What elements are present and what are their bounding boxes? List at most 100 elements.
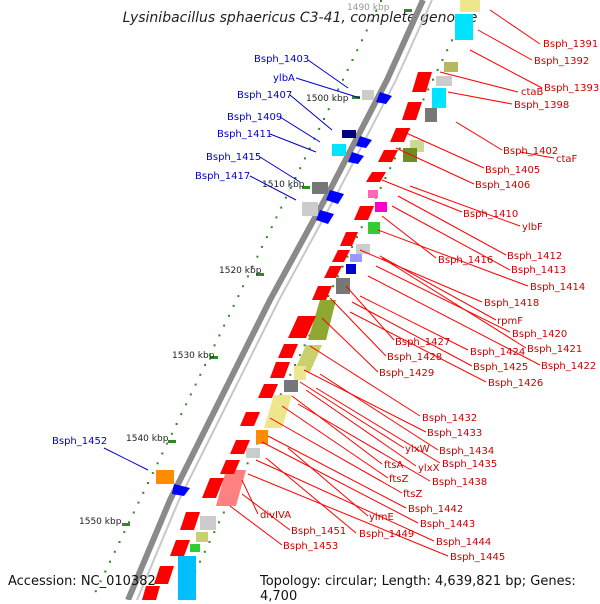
gene-label-bsph-1413[interactable]: Bsph_1413	[511, 265, 566, 276]
gene-label-bsph-1416[interactable]: Bsph_1416	[438, 255, 493, 266]
kbp-label-1530: 1530 kbp	[172, 351, 215, 361]
leader-line	[403, 131, 485, 169]
leader-line	[489, 9, 541, 45]
ruler-dot	[432, 78, 434, 81]
gene-label-bsph-1402[interactable]: Bsph_1402	[503, 146, 558, 157]
gene-block	[178, 556, 196, 600]
gene-block	[425, 108, 437, 122]
gene-label-bsph-1409[interactable]: Bsph_1409	[227, 112, 282, 123]
gene-label-ylbf[interactable]: ylbF	[522, 222, 543, 233]
gene-arrow	[348, 152, 364, 164]
gene-label-ylxx[interactable]: ylxX	[418, 463, 440, 474]
ruler-dot	[351, 59, 354, 61]
ruler-dot	[342, 78, 344, 81]
leader-line	[391, 205, 511, 271]
gene-label-ylme[interactable]: ylmE	[369, 512, 394, 523]
ruler-dot	[242, 285, 245, 288]
gene-label-bsph-1434[interactable]: Bsph_1434	[439, 446, 494, 457]
gene-label-bsph-1426[interactable]: Bsph_1426	[488, 378, 543, 389]
gene-label-bsph-1432[interactable]: Bsph_1432	[422, 413, 477, 424]
kbp-label-1510: 1510 kbp	[262, 180, 305, 190]
gene-label-ylxw[interactable]: ylxW	[405, 444, 430, 455]
gene-label-bsph-1435[interactable]: Bsph_1435	[442, 459, 497, 470]
ruler-dot	[237, 295, 240, 298]
gene-label-bsph-1393[interactable]: Bsph_1393	[544, 83, 599, 94]
ruler-dot	[147, 482, 149, 484]
ruler-dot	[446, 49, 449, 52]
ruler-dot	[318, 127, 321, 130]
gene-label-bsph-1453[interactable]: Bsph_1453	[283, 541, 338, 552]
gene-label-rpmf[interactable]: rpmF	[497, 316, 523, 327]
ruler-dot	[275, 216, 278, 219]
gene-label-bsph-1422[interactable]: Bsph_1422	[541, 361, 596, 372]
leader-line	[255, 459, 435, 542]
ruler-dot	[380, 0, 382, 2]
gene-label-bsph-1398[interactable]: Bsph_1398	[514, 100, 569, 111]
gene-arrow	[220, 460, 240, 474]
ruler-dot	[384, 177, 387, 179]
gene-label-bsph-1452[interactable]: Bsph_1452	[52, 436, 107, 447]
gene-label-bsph-1433[interactable]: Bsph_1433	[427, 428, 482, 439]
gene-label-ctab[interactable]: ctaB	[521, 87, 544, 98]
gene-label-bsph-1427[interactable]: Bsph_1427	[395, 337, 450, 348]
gene-label-bsph-1445[interactable]: Bsph_1445	[450, 552, 505, 563]
leader-line	[279, 116, 321, 143]
gene-label-bsph-1444[interactable]: Bsph_1444	[436, 537, 491, 548]
gene-label-ftsz-2[interactable]: ftsZ	[403, 489, 422, 500]
leader-line	[103, 447, 149, 471]
gene-block	[455, 14, 473, 40]
gene-label-ftsz-1[interactable]: ftsZ	[389, 474, 408, 485]
gene-label-bsph-1411[interactable]: Bsph_1411	[217, 129, 272, 140]
gene-label-bsph-1403[interactable]: Bsph_1403	[254, 54, 309, 65]
gene-label-bsph-1425[interactable]: Bsph_1425	[473, 362, 528, 373]
ruler-dot	[189, 393, 192, 396]
gene-block	[332, 144, 346, 156]
gene-label-bsph-1424[interactable]: Bsph_1424	[470, 347, 525, 358]
gene-block	[346, 264, 356, 274]
ruler-dot	[351, 245, 354, 248]
ruler-dot	[265, 236, 268, 239]
gene-arrow	[340, 232, 358, 246]
gene-label-bsph-1420[interactable]: Bsph_1420	[512, 329, 567, 340]
gene-arrow	[390, 128, 410, 142]
gene-label-bsph-1410[interactable]: Bsph_1410	[463, 209, 518, 220]
gene-label-bsph-1412[interactable]: Bsph_1412	[507, 251, 562, 262]
gene-label-bsph-1405[interactable]: Bsph_1405	[485, 165, 540, 176]
gene-label-bsph-1421[interactable]: Bsph_1421	[527, 344, 582, 355]
gene-block	[156, 470, 174, 484]
gene-label-bsph-1391[interactable]: Bsph_1391	[543, 39, 598, 50]
leader-line	[269, 417, 403, 494]
gene-label-bsph-1406[interactable]: Bsph_1406	[475, 180, 530, 191]
gene-label-bsph-1415[interactable]: Bsph_1415	[206, 152, 261, 163]
gene-label-bsph-1438[interactable]: Bsph_1438	[432, 477, 487, 488]
ruler-dot	[270, 226, 273, 229]
gene-label-bsph-1407[interactable]: Bsph_1407	[237, 90, 292, 101]
gene-arrow	[240, 412, 260, 426]
gene-label-bsph-1418[interactable]: Bsph_1418	[484, 298, 539, 309]
gene-label-bsph-1392[interactable]: Bsph_1392	[534, 56, 589, 67]
leader-line	[299, 381, 405, 449]
ruler-dot	[218, 521, 220, 524]
gene-block	[216, 470, 246, 506]
gene-label-bsph-1451[interactable]: Bsph_1451	[291, 526, 346, 537]
gene-label-bsph-1429[interactable]: Bsph_1429	[379, 368, 434, 379]
gene-label-bsph-1442[interactable]: Bsph_1442	[408, 504, 463, 515]
gene-label-bsph-1443[interactable]: Bsph_1443	[420, 519, 475, 530]
gene-label-diviva[interactable]: divIVA	[260, 510, 291, 521]
gene-label-bsph-1417[interactable]: Bsph_1417	[195, 171, 250, 182]
gene-label-bsph-1428[interactable]: Bsph_1428	[387, 352, 442, 363]
gene-label-bsph-1414[interactable]: Bsph_1414	[530, 282, 585, 293]
ruler-dot	[128, 521, 130, 524]
ruler-dot	[180, 413, 183, 416]
gene-label-ctaf[interactable]: ctaF	[556, 154, 578, 165]
gene-label-ylba[interactable]: ylbA	[273, 73, 295, 84]
leader-line	[241, 493, 291, 531]
gene-label-ftsa[interactable]: ftsA	[384, 460, 403, 471]
ruler-dot	[294, 177, 297, 179]
genome-backbone-edge	[136, 0, 433, 600]
leader-line	[321, 317, 379, 373]
gene-label-bsph-1449[interactable]: Bsph_1449	[359, 529, 414, 540]
gene-block	[444, 62, 458, 72]
leader-line	[345, 285, 395, 341]
